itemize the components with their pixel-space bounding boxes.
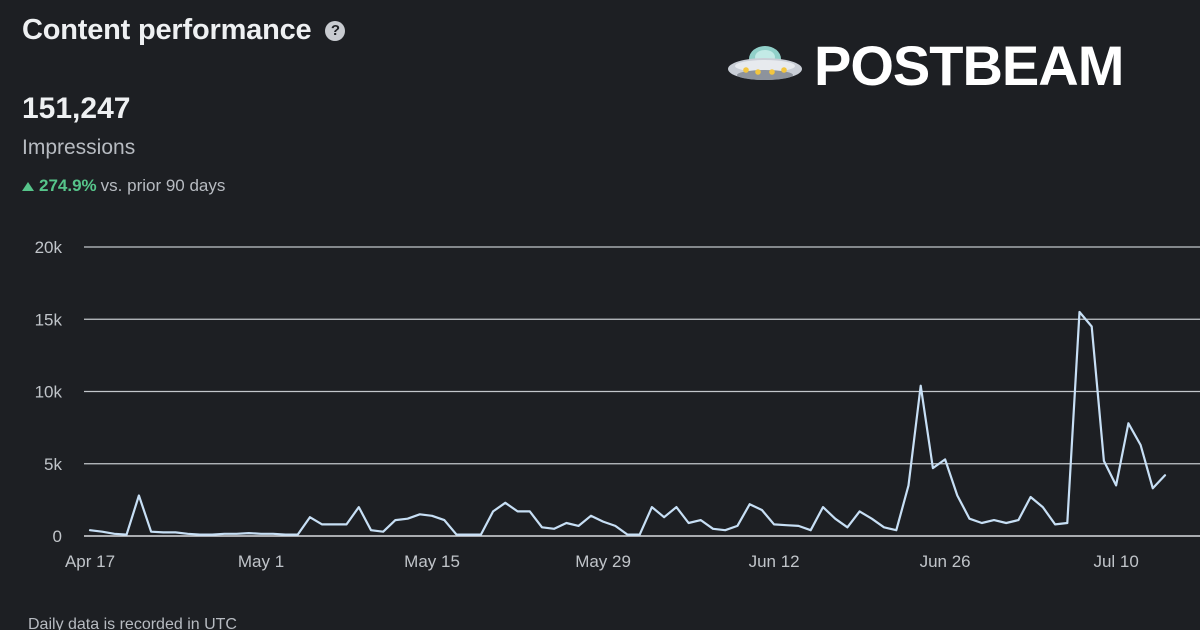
change-suffix: vs. prior 90 days (100, 176, 226, 195)
x-tick-label: May 15 (404, 552, 460, 571)
y-axis-ticks: 0 5k 10k 15k 20k (35, 238, 63, 546)
y-tick-label: 0 (53, 527, 62, 546)
brand-name: POSTBEAM (814, 34, 1124, 97)
chart-grid (84, 246, 1200, 537)
x-tick-label: May 1 (238, 552, 284, 571)
impressions-line-chart[interactable]: 0 5k 10k 15k 20k Apr 17 May 1 May 15 May 29 Jun … (0, 230, 1200, 580)
change-up-indicator: 274.9% (22, 176, 97, 196)
impressions-series-line (88, 310, 1167, 536)
y-tick-label: 20k (35, 238, 63, 257)
change-percent: 274.9% (39, 176, 97, 195)
x-tick-label: Apr 17 (65, 552, 115, 571)
x-tick-label: May 29 (575, 552, 631, 571)
brand-logo: POSTBEAM (726, 34, 1124, 97)
up-arrow-icon (22, 181, 34, 191)
y-tick-label: 5k (44, 455, 62, 474)
x-tick-label: Jul 10 (1093, 552, 1138, 571)
card-header: Content performance ? (22, 14, 346, 47)
impressions-change: 274.9% vs. prior 90 days (22, 176, 225, 196)
ufo-icon (728, 46, 802, 80)
x-tick-label: Jun 26 (920, 552, 971, 571)
x-axis-ticks: Apr 17 May 1 May 15 May 29 Jun 12 Jun 26 Jul 1… (65, 552, 1139, 571)
x-tick-label: Jun 12 (749, 552, 800, 571)
y-tick-label: 15k (35, 310, 63, 329)
help-icon[interactable]: ? (325, 20, 346, 41)
card-title: Content performance (22, 14, 312, 46)
impressions-chart[interactable]: 0 5k 10k 15k 20k Apr 17 May 1 May 15 May 29 Jun … (0, 230, 1200, 580)
impressions-label: Impressions (22, 136, 136, 159)
utc-footnote: Daily data is recorded in UTC (28, 616, 237, 630)
impressions-value: 151,247 (22, 92, 131, 125)
y-tick-label: 10k (35, 383, 63, 402)
